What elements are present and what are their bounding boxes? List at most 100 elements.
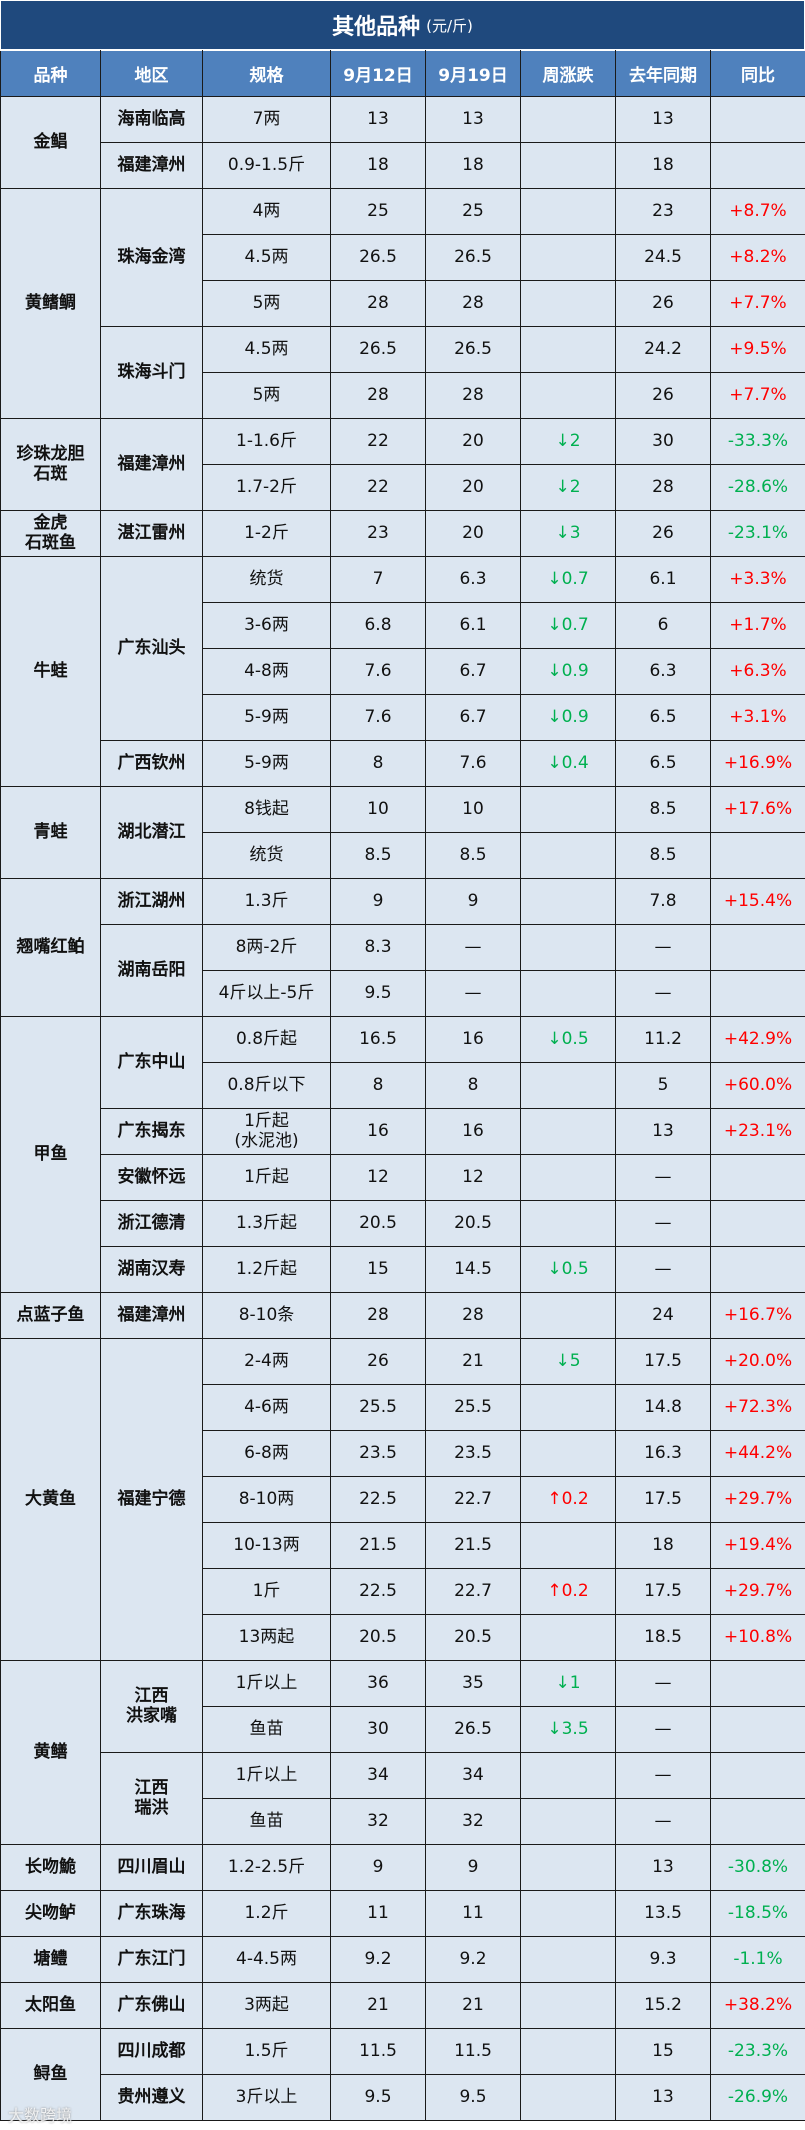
weekly-change-cell: [520, 372, 616, 419]
region-cell: 广东珠海: [100, 1890, 203, 1937]
weekly-change-cell: [520, 786, 616, 833]
last-year-cell: 28: [615, 464, 711, 511]
spec-cell: 统货: [202, 832, 331, 879]
spec-cell: 4.5两: [202, 234, 331, 281]
region-cell: 四川成都: [100, 2028, 203, 2075]
sep19-cell: 6.3: [425, 556, 521, 603]
sep19-cell: 16: [425, 1108, 521, 1155]
species-cell: 珍珠龙胆 石斑: [0, 418, 101, 511]
header-yoy: 同比: [710, 50, 805, 97]
sep19-cell: 20: [425, 464, 521, 511]
spec-cell: 3斤以上: [202, 2074, 331, 2121]
yoy-cell: -23.3%: [710, 2028, 805, 2075]
yoy-cell: +7.7%: [710, 372, 805, 419]
yoy-cell: -30.8%: [710, 1844, 805, 1891]
yoy-cell: +44.2%: [710, 1430, 805, 1477]
spec-cell: 统货: [202, 556, 331, 603]
table-row: 黄鳝 江西 洪家嘴 1斤以上 36 35 ↓1—: [0, 1660, 805, 1845]
last-year-cell: 24.5: [615, 234, 711, 281]
table-row: 3-6两 6.8 6.1 ↓0.7 6 +1.7%: [1, 602, 805, 649]
last-year-cell: 24.2: [615, 326, 711, 373]
table-row: 广东揭东 1斤起 (水泥池) 16 16 13 +23.1%: [1, 1108, 805, 1155]
weekly-change-cell: [520, 970, 616, 1017]
weekly-change-cell: [520, 234, 616, 281]
header-last-year: 去年同期: [615, 50, 711, 97]
weekly-change-cell: ↓0.7: [520, 602, 616, 649]
sep12-cell: 22.5: [330, 1568, 426, 1615]
weekly-change-cell: [520, 1890, 616, 1937]
spec-cell: 5-9两: [202, 694, 331, 741]
yoy-cell: -18.5%: [710, 1890, 805, 1937]
sep19-cell: 9.2: [425, 1936, 521, 1983]
spec-cell: 0.8斤起: [202, 1016, 331, 1063]
weekly-change-cell: [520, 1982, 616, 2029]
weekly-change-cell: [520, 878, 616, 925]
last-year-cell: 26: [615, 510, 711, 557]
spec-cell: 1.2斤: [202, 1890, 331, 1937]
last-year-cell: 5: [615, 1062, 711, 1109]
sep19-cell: 26.5: [425, 1706, 521, 1753]
sep12-cell: 7: [330, 556, 426, 603]
yoy-cell: [710, 1660, 805, 1707]
sep19-cell: 22.7: [425, 1568, 521, 1615]
region-cell: 江西 洪家嘴: [100, 1660, 203, 1753]
sep19-cell: 23.5: [425, 1430, 521, 1477]
yoy-cell: [710, 1246, 805, 1293]
sep12-cell: 10: [330, 786, 426, 833]
table-row: 0.8斤以下 8 8 5 +60.0%: [1, 1062, 805, 1109]
sep12-cell: 26.5: [330, 234, 426, 281]
yoy-cell: +60.0%: [710, 1062, 805, 1109]
yoy-cell: +17.6%: [710, 786, 805, 833]
sep19-cell: 21: [425, 1338, 521, 1385]
yoy-cell: [710, 1154, 805, 1201]
weekly-change-cell: [520, 2028, 616, 2075]
last-year-cell: 6.1: [615, 556, 711, 603]
table-row: 6-8两 23.5 23.5 16.3 +44.2%: [1, 1430, 805, 1477]
region-cell: 湖南岳阳: [100, 924, 203, 1017]
table-row: 13两起 20.5 20.5 18.5 +10.8%: [1, 1614, 805, 1661]
sep12-cell: 22: [330, 418, 426, 465]
last-year-cell: 9.3: [615, 1936, 711, 1983]
yoy-cell: +72.3%: [710, 1384, 805, 1431]
header-row: 品种 地区 规格 9月12日 9月19日 周涨跌 去年同期 同比: [0, 50, 805, 97]
weekly-change-cell: [520, 924, 616, 971]
region-cell: 福建漳州: [100, 418, 203, 511]
last-year-cell: —: [615, 1154, 711, 1201]
table-row: 1斤 22.5 22.7 ↑0.2 17.5 +29.7%: [1, 1568, 805, 1615]
weekly-change-cell: [520, 1798, 616, 1845]
table-row: 1.7-2斤 22 20 ↓2 28 -28.6%: [1, 464, 805, 511]
yoy-cell: [710, 142, 805, 189]
table-row: 塘鳢 广东江门 4-4.5两 9.2 9.2 9.3 -1.1%: [0, 1936, 805, 1983]
last-year-cell: 26: [615, 280, 711, 327]
spec-cell: 4-6两: [202, 1384, 331, 1431]
weekly-change-cell: ↓5: [520, 1338, 616, 1385]
yoy-cell: +23.1%: [710, 1108, 805, 1155]
table-row: 4.5两 26.5 26.5 24.5 +8.2%: [1, 234, 805, 281]
sep19-cell: 20.5: [425, 1200, 521, 1247]
table-row: 甲鱼 广东中山 0.8斤起 16.5 16 ↓0.5 11.2 +42.9%: [0, 1016, 805, 1293]
sep19-cell: 28: [425, 280, 521, 327]
sep12-cell: 18: [330, 142, 426, 189]
sep19-cell: 25: [425, 188, 521, 235]
table-row: 牛蛙 广东汕头 统货 7 6.3 ↓0.7 6.1 +3.3%: [0, 556, 805, 787]
weekly-change-cell: [520, 1384, 616, 1431]
table-row: 10-13两 21.5 21.5 18 +19.4%: [1, 1522, 805, 1569]
table-row: 珍珠龙胆 石斑 福建漳州 1-1.6斤 22 20 ↓2 30 -33.3%: [0, 418, 805, 511]
yoy-cell: +3.1%: [710, 694, 805, 741]
table-title: 其他品种 (元/斤): [0, 0, 805, 50]
weekly-change-cell: [520, 96, 616, 143]
last-year-cell: 30: [615, 418, 711, 465]
table-row: 鲟鱼 四川成都 1.5斤 11.5 11.5 15 -23.3%: [0, 2028, 805, 2121]
last-year-cell: 17.5: [615, 1568, 711, 1615]
sep12-cell: 9: [330, 1844, 426, 1891]
sep12-cell: 28: [330, 372, 426, 419]
sep12-cell: 30: [330, 1706, 426, 1753]
header-region: 地区: [100, 50, 203, 97]
title-text: 其他品种: [332, 15, 421, 40]
region-cell: 江西 瑞洪: [100, 1752, 203, 1845]
sep12-cell: 9.5: [330, 970, 426, 1017]
last-year-cell: 6.5: [615, 694, 711, 741]
sep19-cell: 26.5: [425, 326, 521, 373]
last-year-cell: 7.8: [615, 878, 711, 925]
weekly-change-cell: ↓0.9: [520, 694, 616, 741]
